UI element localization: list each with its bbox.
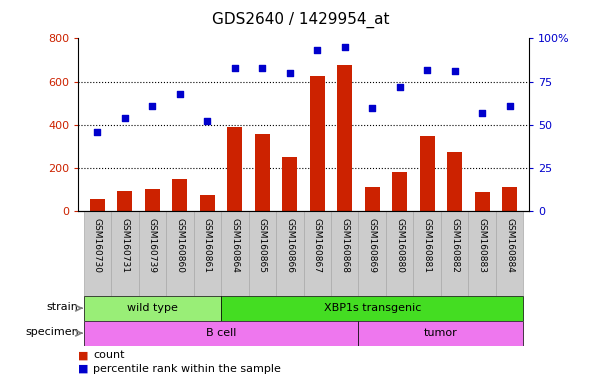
Point	[505, 103, 514, 109]
Point	[340, 44, 350, 50]
Bar	[276, 211, 304, 296]
Point	[450, 68, 460, 74]
Text: count: count	[93, 350, 124, 360]
Text: ■: ■	[78, 364, 88, 374]
Bar	[172, 179, 188, 211]
Text: GSM160730: GSM160730	[93, 218, 102, 273]
Bar	[90, 199, 105, 211]
Bar	[392, 172, 407, 211]
Bar	[117, 191, 132, 211]
Text: GSM160861: GSM160861	[203, 218, 212, 273]
Text: GSM160881: GSM160881	[423, 218, 432, 273]
Text: XBP1s transgenic: XBP1s transgenic	[323, 303, 421, 313]
Text: strain: strain	[47, 302, 79, 312]
Text: GSM160869: GSM160869	[368, 218, 377, 273]
Bar	[468, 211, 496, 296]
Text: GSM160882: GSM160882	[450, 218, 459, 273]
Bar	[496, 211, 523, 296]
Point	[313, 47, 322, 53]
Text: GSM160865: GSM160865	[258, 218, 267, 273]
Bar	[413, 211, 441, 296]
Point	[395, 84, 404, 90]
Point	[477, 109, 487, 116]
Bar	[84, 211, 111, 296]
Bar	[447, 152, 462, 211]
Text: GSM160883: GSM160883	[478, 218, 487, 273]
Bar	[386, 211, 413, 296]
Bar	[331, 211, 358, 296]
Text: ■: ■	[78, 350, 88, 360]
Bar	[365, 187, 380, 211]
Text: wild type: wild type	[127, 303, 178, 313]
Bar	[304, 211, 331, 296]
Bar	[255, 134, 270, 211]
Text: GSM160884: GSM160884	[505, 218, 514, 273]
Bar	[111, 211, 139, 296]
Point	[367, 104, 377, 111]
Text: B cell: B cell	[206, 328, 236, 338]
Text: GDS2640 / 1429954_at: GDS2640 / 1429954_at	[212, 12, 389, 28]
Point	[230, 65, 240, 71]
Text: GSM160864: GSM160864	[230, 218, 239, 273]
Bar	[221, 296, 523, 321]
Text: specimen: specimen	[25, 327, 79, 337]
Bar	[221, 211, 249, 296]
Bar	[358, 211, 386, 296]
Text: GSM160739: GSM160739	[148, 218, 157, 273]
Text: percentile rank within the sample: percentile rank within the sample	[93, 364, 281, 374]
Bar	[227, 127, 242, 211]
Point	[423, 66, 432, 73]
Text: GSM160880: GSM160880	[395, 218, 404, 273]
Bar	[139, 211, 166, 296]
Point	[257, 65, 267, 71]
Bar	[249, 211, 276, 296]
Text: GSM160868: GSM160868	[340, 218, 349, 273]
Bar	[337, 65, 352, 211]
Bar	[84, 321, 358, 346]
Point	[120, 115, 130, 121]
Text: GSM160867: GSM160867	[313, 218, 322, 273]
Bar	[145, 189, 160, 211]
Bar	[310, 76, 325, 211]
Point	[203, 118, 212, 124]
Point	[93, 129, 102, 135]
Text: GSM160731: GSM160731	[120, 218, 129, 273]
Text: GSM160860: GSM160860	[175, 218, 185, 273]
Text: tumor: tumor	[424, 328, 458, 338]
Bar	[358, 321, 523, 346]
Bar	[502, 187, 517, 211]
Point	[285, 70, 294, 76]
Bar	[441, 211, 468, 296]
Bar	[200, 195, 215, 211]
Point	[147, 103, 157, 109]
Bar	[166, 211, 194, 296]
Bar	[194, 211, 221, 296]
Point	[175, 91, 185, 97]
Bar	[84, 296, 221, 321]
Bar	[282, 157, 297, 211]
Text: GSM160866: GSM160866	[285, 218, 294, 273]
Bar	[419, 136, 435, 211]
Bar	[475, 192, 490, 211]
